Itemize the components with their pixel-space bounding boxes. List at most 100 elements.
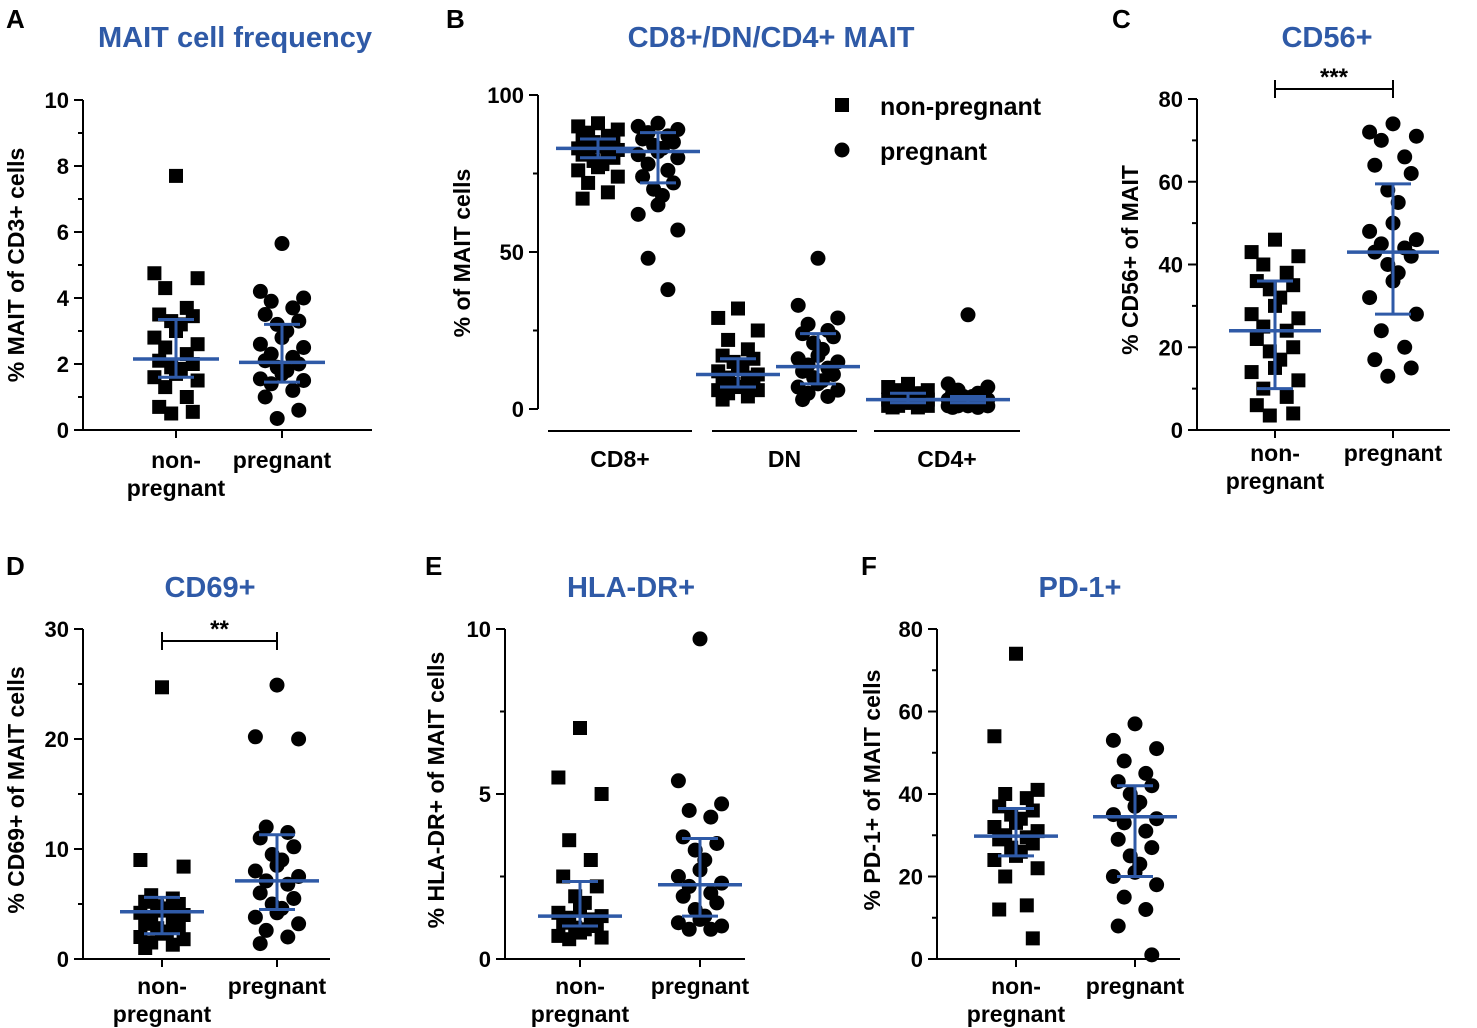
panel-b-y-axis-label: % of MAIT cells <box>449 169 475 338</box>
data-point-circle <box>790 297 806 313</box>
data-point-circle <box>252 830 268 846</box>
data-point-square <box>158 281 173 296</box>
data-point-square <box>165 937 180 952</box>
panel-a-y-tick-label: 6 <box>57 220 69 245</box>
data-point-circle <box>1403 165 1419 181</box>
panel-f-marks: 0 20 40 60 80 non-pregnant pregnant <box>899 617 1185 1027</box>
data-point-square <box>575 191 590 206</box>
data-point-circle <box>1362 290 1378 306</box>
data-point-circle <box>291 313 307 329</box>
panel-a-y-tick-label: 10 <box>45 88 69 113</box>
panel-d-y-tick-label: 10 <box>45 837 69 862</box>
data-point-square <box>190 271 205 286</box>
panel-d-category-label: pregnant <box>113 1001 212 1027</box>
panel-f: F PD-1+ % PD-1+ of MAIT cells 0 20 40 60 80 n… <box>859 551 1185 1027</box>
data-point-square <box>987 729 1002 744</box>
panel-c-y-tick-label: 20 <box>1159 335 1183 360</box>
panel-e-y-tick-label: 0 <box>479 947 491 972</box>
data-point-circle <box>825 329 841 345</box>
data-point-circle <box>257 307 273 322</box>
data-point-circle <box>820 388 836 404</box>
data-point-square <box>185 404 200 419</box>
data-point-circle <box>280 825 296 840</box>
panel-f-category-label: pregnant <box>1086 973 1185 999</box>
data-point-circle <box>1408 232 1424 248</box>
data-point-square <box>147 330 162 345</box>
panel-letter-c: C <box>1112 4 1131 34</box>
data-point-square <box>1244 245 1259 260</box>
data-point-square <box>571 163 586 178</box>
data-point-square <box>171 919 186 933</box>
panel-c-marks: 0 20 40 60 80 non-pregnant pregnant *** <box>1159 64 1450 494</box>
data-point-circle <box>703 921 719 937</box>
data-point-square <box>133 930 148 944</box>
data-point-circle <box>1367 157 1383 173</box>
data-point-square <box>155 680 169 695</box>
data-point-circle <box>1110 831 1126 847</box>
data-point-circle <box>1149 811 1165 827</box>
data-point-square <box>158 380 173 395</box>
panel-a-y-tick-label: 8 <box>57 154 69 179</box>
data-point-square <box>740 389 755 404</box>
panel-e-category-label: pregnant <box>651 973 750 999</box>
data-point-square <box>1030 861 1045 876</box>
data-point-circle <box>247 863 263 879</box>
data-point-circle <box>1138 765 1154 781</box>
data-point-circle <box>285 382 301 398</box>
panel-e-y-tick-label: 10 <box>467 617 491 642</box>
data-point-square <box>1019 791 1034 806</box>
data-point-circle <box>795 392 811 408</box>
data-point-square <box>152 399 167 414</box>
panel-e-marks: 0 5 10 non-pregnant pregnant <box>467 617 750 1027</box>
panel-e-y-tick-label: 5 <box>479 782 491 807</box>
panel-letter-a: A <box>6 4 25 34</box>
data-point-circle <box>1116 753 1132 769</box>
data-point-square <box>1256 257 1271 272</box>
panel-b: B CD8+/DN/CD4+ MAIT % of MAIT cells 0 50 1… <box>446 4 1042 472</box>
data-point-circle <box>1403 360 1419 376</box>
panel-a-category-label: non- <box>151 447 201 473</box>
panel-b-y-tick-label: 0 <box>512 397 524 422</box>
data-point-square <box>1249 398 1264 413</box>
data-point-square <box>164 406 179 421</box>
data-point-circle <box>703 809 719 825</box>
data-point-circle <box>709 895 725 911</box>
data-point-square <box>147 370 162 385</box>
data-point-square <box>610 169 625 184</box>
data-point-circle <box>1116 815 1132 831</box>
data-point-square <box>992 902 1007 917</box>
data-point-square <box>992 799 1007 814</box>
data-point-square <box>1030 782 1045 797</box>
data-point-circle <box>830 310 846 326</box>
panel-f-y-tick-label: 40 <box>899 782 923 807</box>
data-point-square <box>1279 389 1294 404</box>
data-point-square <box>551 770 566 785</box>
data-point-circle <box>291 916 307 932</box>
data-point-circle <box>252 936 268 952</box>
panel-a-category-label: pregnant <box>233 447 332 473</box>
panel-b-category-label: DN <box>768 446 801 472</box>
data-point-circle <box>630 206 646 222</box>
panel-a: A MAIT cell frequency % MAIT of CD3+ cel… <box>3 4 372 501</box>
data-point-square <box>133 853 148 867</box>
panel-c-y-axis-label: % CD56+ of MAIT <box>1117 165 1143 355</box>
data-point-circle <box>291 402 307 418</box>
data-point-square <box>190 373 205 388</box>
data-point-circle <box>825 366 841 382</box>
data-point-circle <box>269 410 285 426</box>
data-point-circle <box>1149 877 1165 893</box>
legend-circle-marker <box>834 142 850 158</box>
panel-d-category-label: non- <box>137 973 187 999</box>
data-point-circle <box>681 803 697 818</box>
data-point-circle <box>1362 223 1378 239</box>
panel-b-marks: 0 50 100 CD8+ DN CD4+ non-pregnant pregnant <box>487 83 1041 472</box>
panel-c-category-label: pregnant <box>1344 440 1443 466</box>
data-point-square <box>551 928 566 943</box>
data-point-square <box>998 787 1013 801</box>
data-point-circle <box>247 729 263 745</box>
panel-f-y-tick-label: 60 <box>899 700 923 725</box>
legend-square-marker <box>835 98 849 112</box>
data-point-circle <box>1367 352 1383 368</box>
panel-c-category-label: pregnant <box>1226 468 1325 494</box>
significance-stars: ** <box>210 616 229 643</box>
